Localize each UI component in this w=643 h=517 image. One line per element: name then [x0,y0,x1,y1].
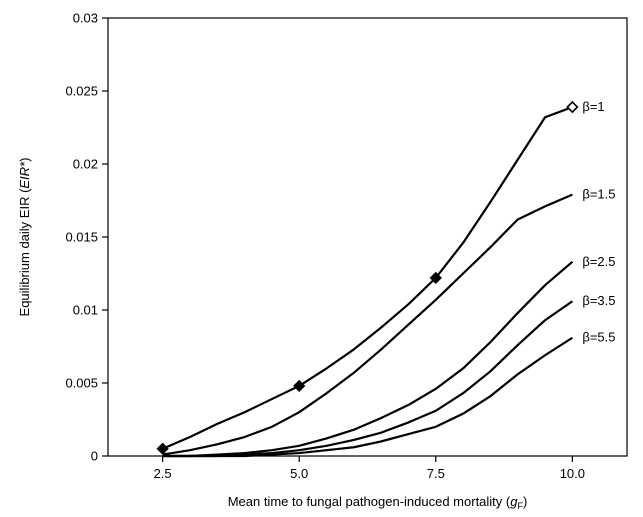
series-label-4: β=3.5 [582,293,615,308]
data-point-marker [429,271,442,285]
y-tick-label: 0 [91,449,98,464]
y-tick-label: 0.005 [65,376,98,391]
series-line-2 [162,193,573,456]
plot-border [107,17,628,457]
series-label-2: β=1.5 [582,187,615,202]
x-axis-title: Mean time to fungal pathogen-induced mor… [228,494,528,511]
y-tick-label: 0.01 [73,303,98,318]
y-axis-title: Equilibrium daily EIR (EIR*) [17,158,32,317]
x-tick-label: 7.5 [427,466,445,481]
y-tick-label: 0.02 [73,157,98,172]
x-tick-label: 10.0 [560,466,585,481]
series-lines [162,106,574,458]
plot-frame [107,17,628,457]
data-point-marker [293,379,306,393]
x-axis-ticks: 2.5 5.0 7.5 10.0 [154,456,585,481]
series-markers [156,100,579,455]
series-line-5 [162,336,573,458]
y-tick-label: 0.03 [73,11,98,26]
data-point-marker-open [566,100,579,114]
y-tick-label: 0.025 [65,84,98,99]
series-labels: β=1 β=1.5 β=2.5 β=3.5 β=5.5 [582,99,615,345]
series-label-5: β=5.5 [582,330,615,345]
series-line-3 [162,260,574,458]
data-point-marker [156,442,169,455]
y-tick-label: 0.015 [65,230,98,245]
x-tick-label: 5.0 [290,466,308,481]
series-label-1: β=1 [582,99,604,114]
y-axis-ticks: 0 0.005 0.01 0.015 0.02 0.025 0.03 [65,11,108,464]
series-line-1 [162,106,573,450]
x-tick-label: 2.5 [154,466,172,481]
series-label-3: β=2.5 [582,254,615,269]
